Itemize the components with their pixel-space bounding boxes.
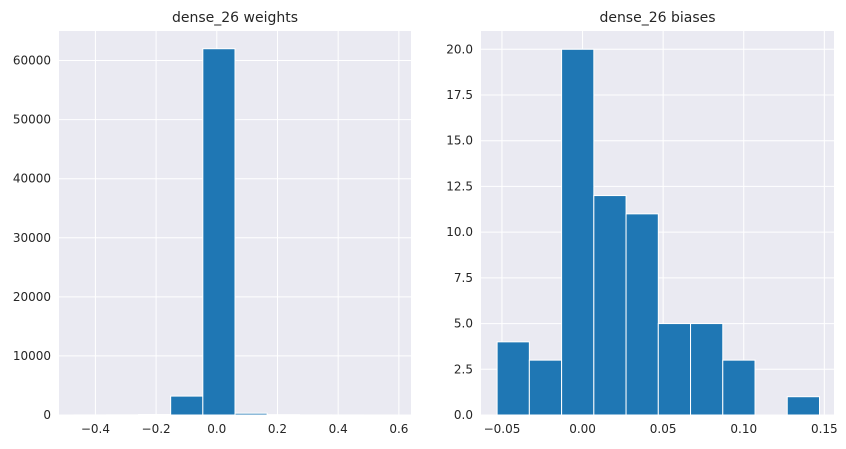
weights-y-tick-label: 20000 [13, 290, 51, 304]
biases-y-tick-label: 2.5 [454, 362, 473, 376]
weights-x-tick-label: 0.4 [329, 422, 348, 436]
biases-histogram: −0.05 0.00 0.05 0.10 0.15 0.0 2.5 5.0 7.5 10.0 12.… [446, 10, 837, 436]
biases-y-tick-label: 20.0 [446, 42, 473, 56]
weights-y-tick-label: 60000 [13, 54, 51, 68]
biases-bar-1 [528, 359, 563, 416]
weights-bar-3 [170, 395, 204, 416]
weights-x-tick-label: −0.4 [81, 422, 110, 436]
biases-bar-6 [690, 323, 724, 416]
biases-x-tick-label: 0.05 [650, 422, 677, 436]
biases-x-tick-label: 0.00 [569, 422, 596, 436]
biases-y-tick-label: 5.0 [454, 317, 473, 331]
biases-bar-0 [496, 341, 530, 416]
weights-y-tick-label: 0 [43, 408, 51, 422]
biases-x-tick-label: −0.05 [484, 422, 521, 436]
biases-y-tick-label: 12.5 [446, 179, 473, 193]
weights-histogram: −0.4 −0.2 0.0 0.2 0.4 0.6 0 10000 20000 30000 4000… [13, 10, 411, 436]
weights-y-tick-label: 50000 [13, 113, 51, 127]
weights-y-tick-label: 40000 [13, 172, 51, 186]
weights-x-tick-label: 0.6 [389, 422, 408, 436]
biases-bar-7 [722, 359, 756, 416]
biases-y-tick-label: 7.5 [454, 271, 473, 285]
weights-x-tick-label: 0.2 [268, 422, 287, 436]
weights-x-tick-label: −0.2 [142, 422, 171, 436]
biases-bar-3 [593, 195, 627, 416]
weights-y-tick-label: 10000 [13, 349, 51, 363]
weights-y-tick-label: 30000 [13, 231, 51, 245]
biases-bar-9 [786, 396, 820, 416]
weights-title: dense_26 weights [172, 10, 298, 26]
biases-bar-5 [657, 323, 692, 416]
biases-title: dense_26 biases [599, 10, 715, 26]
biases-x-tick-label: 0.10 [730, 422, 757, 436]
biases-y-tick-label: 17.5 [446, 88, 473, 102]
weights-x-tick-label: 0.0 [207, 422, 226, 436]
biases-y-tick-label: 10.0 [446, 225, 473, 239]
biases-bar-4 [625, 213, 659, 416]
biases-x-tick-label: 0.15 [811, 422, 838, 436]
weights-bar-2 [138, 413, 172, 416]
biases-y-tick-label: 0.0 [454, 408, 473, 422]
biases-y-tick-label: 15.0 [446, 134, 473, 148]
weights-bar-5 [234, 412, 268, 416]
biases-bar-2 [561, 48, 595, 416]
weights-bar-4 [202, 48, 236, 416]
